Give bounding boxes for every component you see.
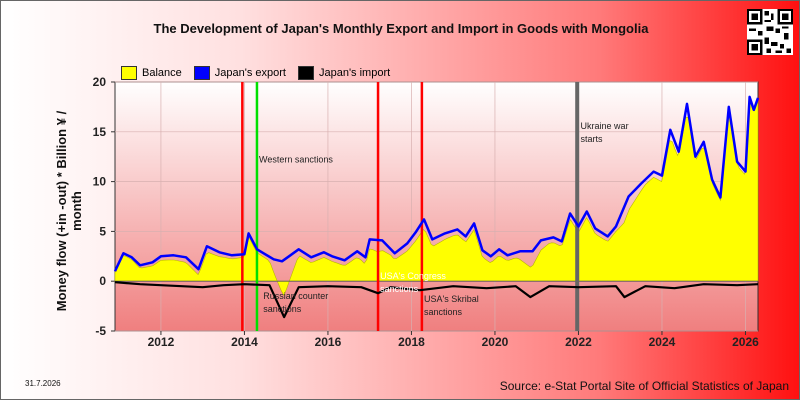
- y-tick-label: -5: [95, 324, 106, 338]
- export-line: [113, 95, 760, 272]
- x-tick-label: 2024: [649, 335, 676, 349]
- date-stamp: 31.7.2026: [25, 379, 61, 388]
- x-tick-label: 2020: [482, 335, 509, 349]
- event-label: Western sanctions: [259, 155, 333, 165]
- legend-swatch-import: [297, 66, 314, 80]
- event-label: Russian counter: [263, 291, 328, 301]
- event-label: USA's Skribal: [424, 294, 479, 304]
- event-label: starts: [581, 134, 604, 144]
- legend-label-balance: Balance: [142, 67, 182, 79]
- y-tick-label: 15: [93, 125, 107, 139]
- source-note: Source: e-Stat Portal Site of Official S…: [499, 379, 789, 393]
- x-tick-label: 2012: [148, 335, 175, 349]
- event-label: sanctions: [263, 304, 302, 314]
- balance-area: [114, 100, 759, 296]
- x-tick-label: 2014: [231, 335, 258, 349]
- y-tick-label: 10: [93, 175, 107, 189]
- legend-swatch-balance: [121, 66, 137, 80]
- legend: Balance Japan's export Japan's import: [121, 64, 402, 82]
- y-tick-label: 5: [99, 224, 106, 238]
- x-tick-label: 2016: [315, 335, 342, 349]
- legend-item-balance: Balance: [121, 66, 182, 80]
- event-label: sanctions: [380, 284, 419, 294]
- event-label: Ukraine war: [581, 121, 629, 131]
- y-tick-label: 0: [99, 274, 106, 288]
- import-line: [114, 281, 759, 319]
- x-tick-label: 2018: [398, 335, 425, 349]
- chart-title: The Development of Japan's Monthly Expor…: [153, 21, 649, 36]
- event-label: sanctions: [424, 307, 463, 317]
- x-tick-label: 2026: [732, 335, 759, 349]
- x-tick-label: 2022: [565, 335, 592, 349]
- event-label: USA's Congress: [380, 271, 446, 281]
- legend-item-import: Japan's import: [297, 66, 391, 80]
- legend-label-import: Japan's import: [318, 67, 391, 79]
- legend-item-export: Japan's export: [193, 66, 286, 80]
- legend-label-export: Japan's export: [214, 67, 286, 79]
- y-tick-label: 20: [93, 75, 107, 89]
- qr-code-icon: [747, 9, 793, 55]
- legend-swatch-export: [193, 66, 210, 80]
